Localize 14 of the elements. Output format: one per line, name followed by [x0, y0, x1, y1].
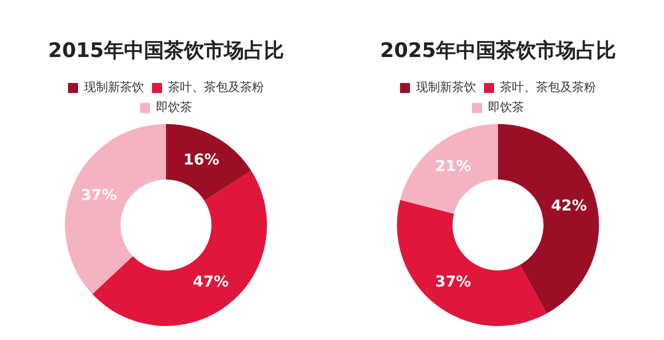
data-label: 47%	[192, 272, 229, 291]
legend-label: 茶叶、茶包及茶粉	[500, 80, 596, 94]
data-label: 21%	[435, 157, 472, 176]
chart-title: 2015年中国茶饮市场占比	[48, 38, 284, 62]
chart-title: 2025年中国茶饮市场占比	[380, 38, 616, 62]
legend-label: 现制新茶饮	[416, 80, 476, 94]
data-label: 37%	[435, 272, 472, 291]
data-label: 42%	[550, 196, 587, 215]
legend-label: 茶叶、茶包及茶粉	[168, 80, 264, 94]
legend-label: 即饮茶	[156, 100, 192, 114]
legend-label: 现制新茶饮	[84, 80, 144, 94]
data-label: 37%	[80, 186, 117, 204]
data-label: 16%	[183, 150, 220, 169]
legend-label: 即饮茶	[488, 100, 524, 114]
